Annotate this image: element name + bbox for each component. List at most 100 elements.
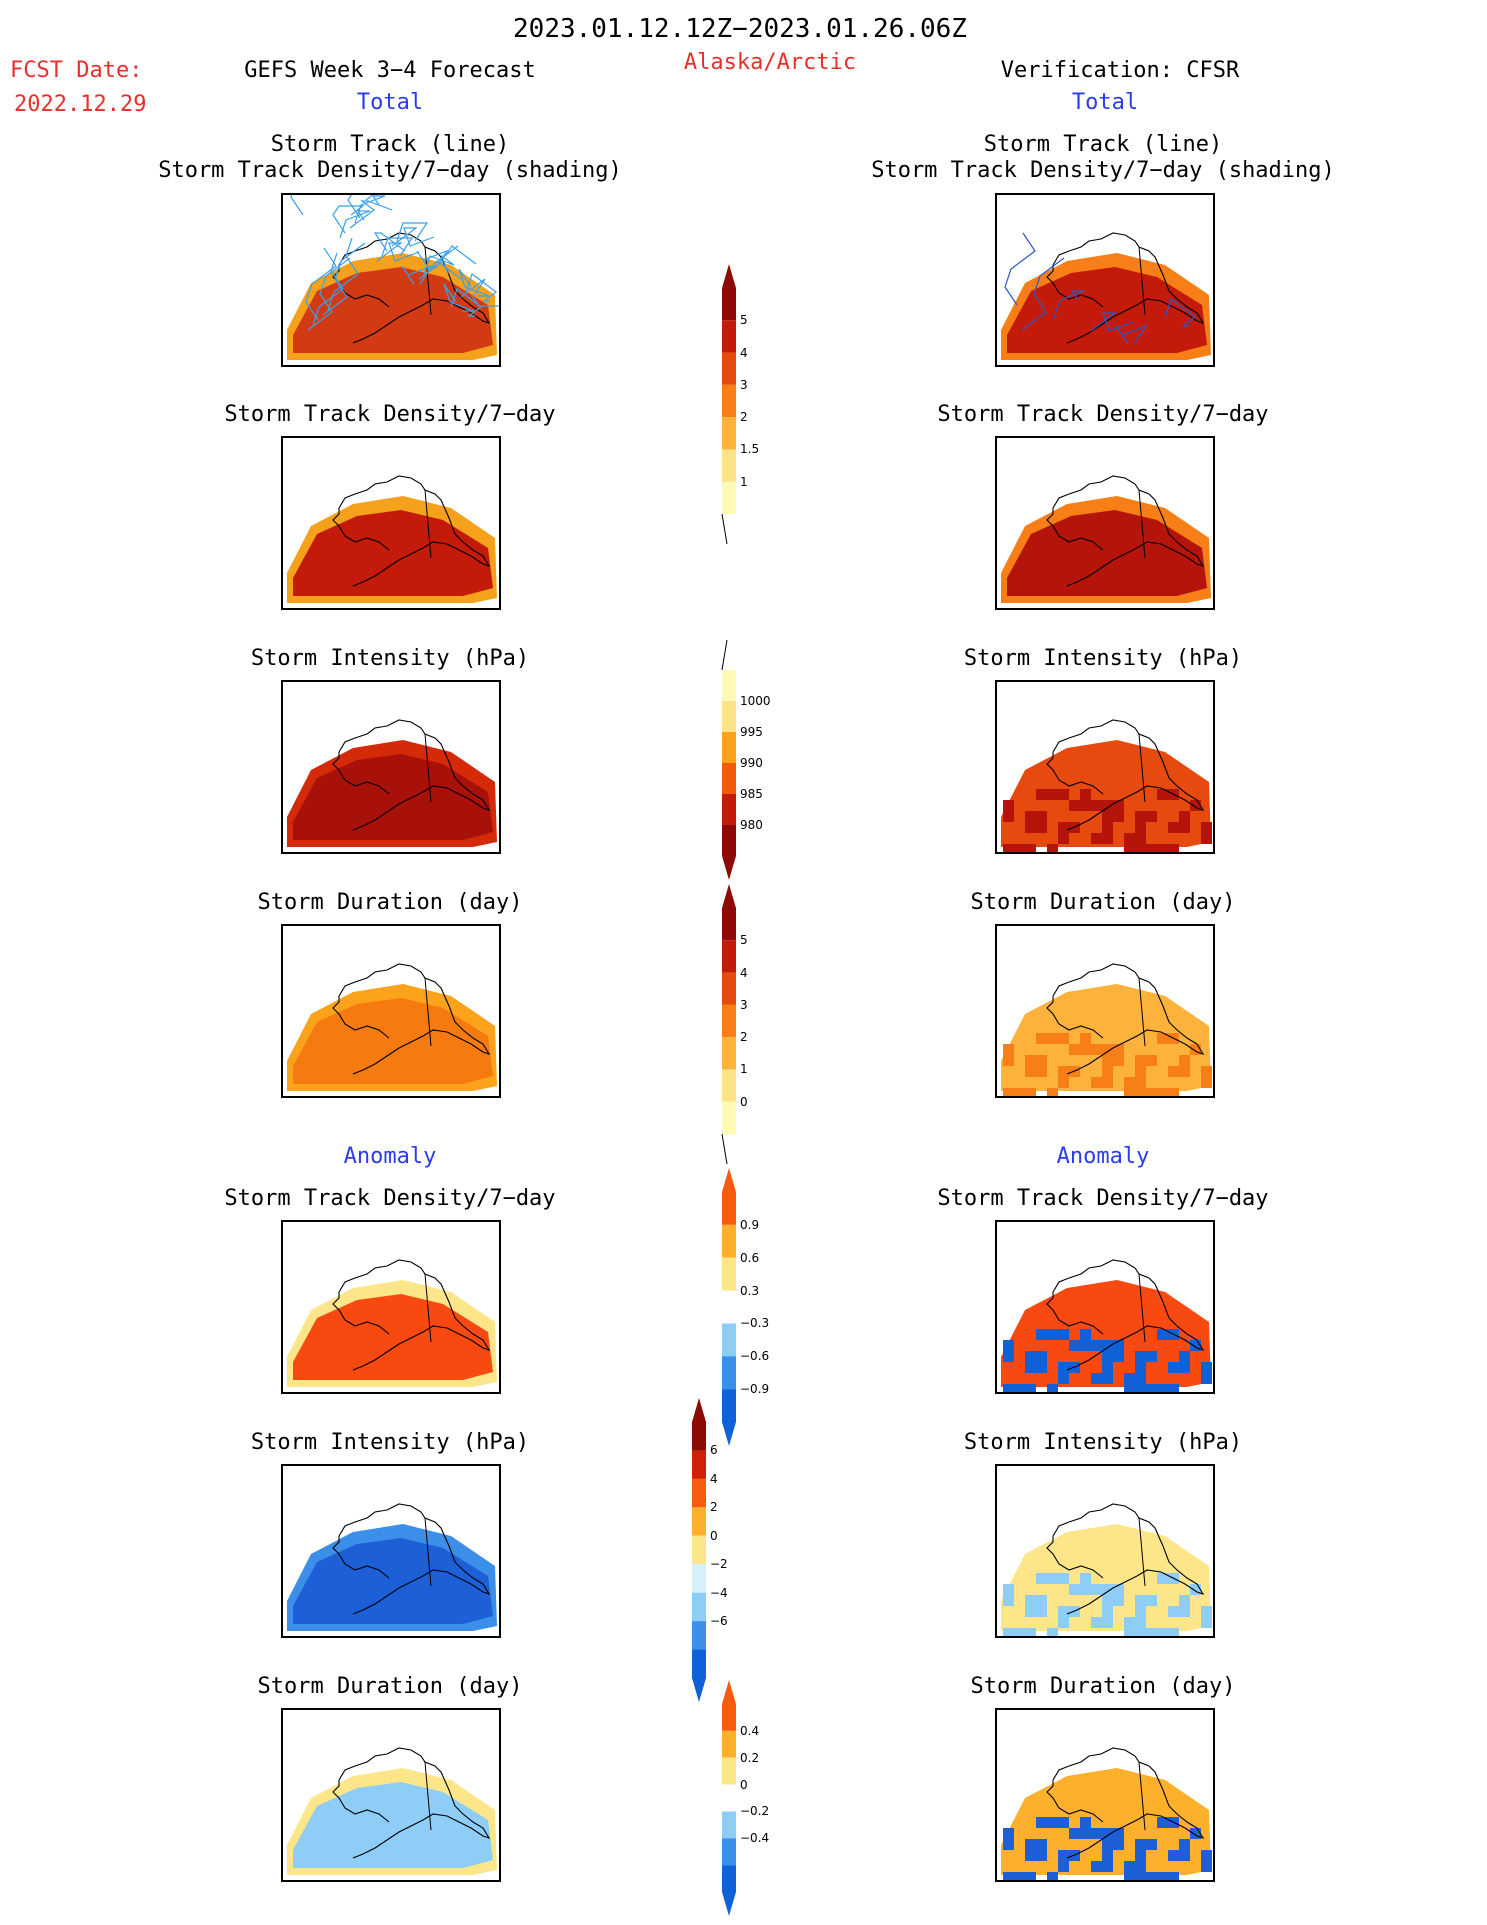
colorbar-segment <box>722 320 736 353</box>
canada-border <box>424 489 432 559</box>
colorbar-segment <box>722 1257 736 1291</box>
canada-border <box>1138 246 1146 316</box>
canada-border <box>424 977 432 1047</box>
colorbar-segment <box>722 1224 736 1258</box>
shaded-core <box>293 1294 493 1380</box>
colorbar-tick-label: 0 <box>740 1777 748 1792</box>
map-gefs-total-density <box>281 436 501 610</box>
alaska-coastline <box>1046 1259 1205 1371</box>
grid-cells <box>1003 1329 1212 1392</box>
colorbar-segment <box>692 1507 706 1536</box>
grid-cells <box>1003 1817 1212 1880</box>
colorbar-tick-label: 2 <box>740 1030 748 1045</box>
anomaly-label-right: Anomaly <box>1056 1144 1150 1169</box>
verification-title: Verification: CFSR <box>1000 58 1240 83</box>
map-cfsr-total-track <box>995 193 1215 367</box>
storm-tracks <box>290 195 499 331</box>
cfsr-track-density-title: Storm Track Density/7−day <box>937 402 1269 427</box>
map-cfsr-total-duration <box>995 924 1215 1098</box>
colorbar-arrow-top <box>722 1168 736 1192</box>
colorbar-segment <box>722 1290 736 1324</box>
colorbar-tick-label: 2 <box>740 410 748 425</box>
colorbar-arrow-bottom <box>692 1678 706 1702</box>
colorbar-arrow-bottom <box>722 1892 736 1916</box>
forecast-title: GEFS Week 3−4 Forecast <box>244 58 536 83</box>
colorbar-tick-label: 0.4 <box>740 1723 760 1738</box>
map-gefs-total-track <box>281 193 501 367</box>
colorbar-segment <box>722 1037 736 1070</box>
colorbar-tick-label: −0.9 <box>740 1382 770 1397</box>
colorbar-tick-label: −0.4 <box>740 1831 770 1846</box>
colorbar-tick-label: 5 <box>740 933 748 948</box>
colorbar-arrow-bottom <box>722 856 736 880</box>
colorbar-segment <box>722 1811 736 1839</box>
shaded-region <box>1001 1524 1211 1631</box>
colorbar-tick-label: 0.2 <box>740 1750 760 1765</box>
colorbar-segment <box>692 1478 706 1508</box>
colorbar-segment <box>722 1730 736 1758</box>
colorbar-tick-label: 5 <box>740 313 748 328</box>
map-cfsr-anom-duration <box>995 1708 1215 1882</box>
canada-border <box>424 733 432 803</box>
gefs-track-line-title: Storm Track (line) <box>270 132 510 157</box>
colorbar-segment <box>692 1422 706 1451</box>
gefs-intensity-title: Storm Intensity (hPa) <box>250 646 530 671</box>
cfsr-track-density-shading-title: Storm Track Density/7−day (shading) <box>871 158 1335 183</box>
colorbar-tick-label: 0.9 <box>740 1217 760 1232</box>
colorbar-segment <box>722 1784 736 1812</box>
cfsr-track-line-title: Storm Track (line) <box>983 132 1223 157</box>
date-range-title: 2023.01.12.12Z−2023.01.26.06Z <box>513 14 967 44</box>
colorbar-tick-label: 0.3 <box>740 1283 760 1298</box>
colorbar-segment <box>722 908 736 941</box>
map-cfsr-anom-density <box>995 1220 1215 1394</box>
region-label: Alaska/Arctic <box>683 50 857 75</box>
colorbar-segment <box>722 1192 736 1225</box>
colorbar-tail <box>721 639 728 671</box>
fcst-date-value: 2022.12.29 <box>14 92 147 117</box>
gefs-anom-intensity-title: Storm Intensity (hPa) <box>250 1430 530 1455</box>
canada-border <box>1138 1517 1146 1587</box>
grid-cells <box>1003 789 1212 852</box>
canada-border <box>424 1761 432 1831</box>
colorbar-segment <box>722 763 736 794</box>
colorbar-intensity: 1000 995 990 985 980 <box>718 639 778 880</box>
colorbar-segment <box>722 1838 736 1866</box>
map-gefs-anom-density <box>281 1220 501 1394</box>
map-gefs-total-duration <box>281 924 501 1098</box>
alaska-coastline <box>1046 719 1205 831</box>
alaska-coastline <box>1046 963 1205 1075</box>
colorbar-track-density: 1 1.5 2 3 4 5 <box>718 264 778 545</box>
gefs-track-density-shading-title: Storm Track Density/7−day (shading) <box>158 158 622 183</box>
cfsr-anom-duration-title: Storm Duration (day) <box>970 1674 1236 1699</box>
colorbar-segment <box>692 1564 706 1593</box>
colorbar-segment <box>692 1450 706 1479</box>
colorbar-tick-label: 3 <box>740 997 748 1012</box>
colorbar-segment <box>722 288 736 321</box>
shaded-region <box>1001 740 1211 847</box>
shaded-region <box>1001 1280 1211 1387</box>
alaska-coastline <box>1046 232 1205 344</box>
alaska-coastline <box>332 719 491 831</box>
colorbar-tick-label: 6 <box>710 1443 718 1458</box>
colorbar-segment <box>722 825 736 856</box>
colorbar-segment <box>722 1865 736 1892</box>
colorbar-tick-label: 985 <box>740 787 763 801</box>
gefs-anom-duration-title: Storm Duration (day) <box>257 1674 523 1699</box>
colorbar-tick-label: 0 <box>740 1094 748 1109</box>
canada-border <box>1138 489 1146 559</box>
canada-border <box>1138 1761 1146 1831</box>
colorbar-tick-label: −0.6 <box>740 1349 770 1364</box>
colorbar-tail <box>721 513 728 545</box>
colorbar-segment <box>722 732 736 763</box>
colorbar-tick-label: −4 <box>710 1585 728 1600</box>
colorbar-segment <box>722 1389 736 1422</box>
alaska-coastline <box>332 1747 491 1859</box>
gefs-anom-density-title: Storm Track Density/7−day <box>224 1186 556 1211</box>
total-label-left: Total <box>356 90 424 115</box>
alaska-coastline <box>1046 1503 1205 1615</box>
colorbar-anom-density: 0.9 0.6 0.3 −0.3 −0.6 −0.9 <box>718 1168 778 1446</box>
colorbar-segment <box>722 1757 736 1785</box>
alaska-coastline <box>332 475 491 587</box>
shaded-region <box>1001 1768 1211 1875</box>
colorbar-segment <box>722 1356 736 1390</box>
